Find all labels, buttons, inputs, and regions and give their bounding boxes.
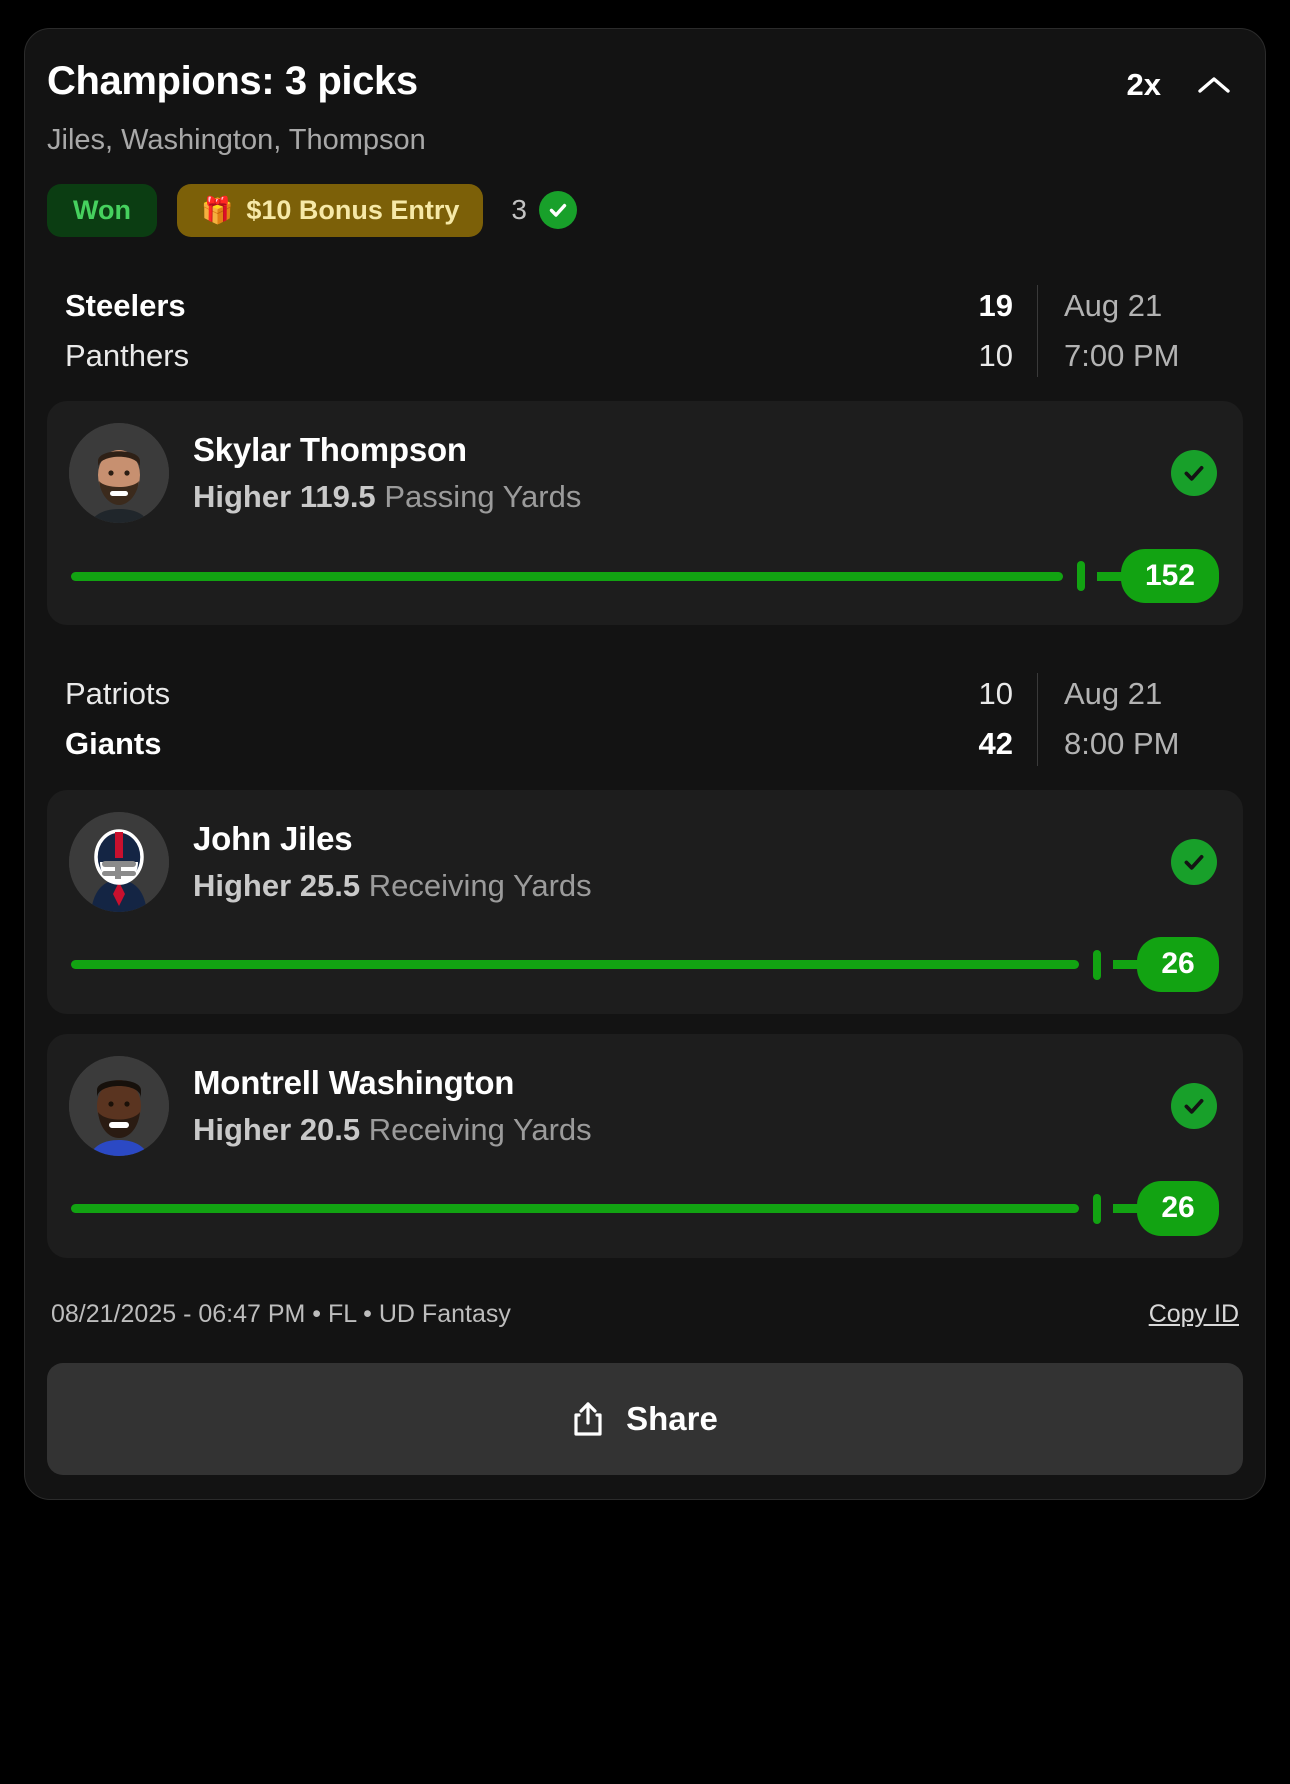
pick-header: Montrell Washington Higher 20.5 Receivin… [69, 1055, 1221, 1156]
page-title: Champions: 3 picks [47, 59, 418, 103]
divider [1037, 673, 1038, 766]
header-controls: 2x [1127, 59, 1243, 103]
team-name-home: Giants [65, 726, 162, 762]
pick-line-value: 25.5 [299, 867, 361, 903]
progress-bar [71, 960, 1079, 970]
team-name-home: Panthers [65, 338, 190, 374]
game-date: Aug 21 [1064, 287, 1163, 323]
entry-header: Champions: 3 picks 2x [47, 59, 1243, 103]
pick-header: John Jiles Higher 25.5 Receiving Yards [69, 811, 1221, 912]
avatar [69, 423, 169, 524]
progress-connector [1113, 960, 1139, 970]
game-teams: Steelers Panthers [65, 281, 967, 381]
copy-id-button[interactable]: Copy ID [1148, 1299, 1239, 1328]
score-away: 19 [978, 287, 1013, 323]
pick-stat-type: Receiving Yards [368, 1111, 592, 1147]
pick-line: Higher 20.5 Receiving Yards [193, 1111, 1147, 1150]
player-name: Skylar Thompson [193, 431, 467, 469]
pick-direction: Higher [193, 1111, 292, 1147]
correct-picks-counter: 3 [511, 191, 577, 230]
progress-bar [71, 1204, 1079, 1214]
entry-card: Champions: 3 picks 2x Jiles, Washington,… [24, 28, 1266, 1500]
team-name-away: Patriots [65, 676, 171, 712]
pick-direction: Higher [193, 479, 292, 515]
pick-info: John Jiles Higher 25.5 Receiving Yards [193, 818, 1147, 906]
bonus-entry-badge: 🎁 $10 Bonus Entry [176, 183, 484, 237]
pick-header: Skylar Thompson Higher 119.5 Passing Yar… [69, 423, 1221, 524]
score-home: 10 [978, 338, 1013, 374]
pick-card[interactable]: John Jiles Higher 25.5 Receiving Yards 2… [47, 789, 1243, 1014]
result-value: 152 [1120, 548, 1219, 604]
pick-progress: 26 [69, 937, 1221, 992]
pick-stat-type: Passing Yards [384, 479, 582, 515]
pick-info: Montrell Washington Higher 20.5 Receivin… [193, 1062, 1147, 1150]
player-name: John Jiles [193, 819, 353, 857]
picks-summary: Jiles, Washington, Thompson [47, 124, 426, 156]
share-icon [572, 1401, 604, 1437]
result-value: 26 [1137, 1181, 1219, 1236]
check-circle-icon [1171, 838, 1217, 885]
score-home: 42 [978, 726, 1013, 762]
pick-line-value: 119.5 [299, 479, 376, 515]
check-circle-icon [1171, 450, 1217, 497]
game-row: Patriots Giants 10 42 Aug 21 8:00 PM [47, 669, 1243, 769]
share-button[interactable]: Share [47, 1362, 1243, 1475]
divider [1037, 284, 1038, 378]
game-scores: 10 42 [967, 669, 1037, 769]
result-value: 26 [1137, 937, 1219, 992]
avatar [69, 1055, 169, 1156]
game-kickoff-time: 8:00 PM [1064, 726, 1180, 762]
progress-tick [1076, 561, 1085, 592]
game-teams: Patriots Giants [65, 669, 967, 769]
entry-meta: 08/21/2025 - 06:47 PM • FL • UD Fantasy [51, 1299, 511, 1328]
game-scores: 19 10 [967, 281, 1037, 381]
share-button-label: Share [626, 1399, 718, 1437]
check-circle-icon [539, 191, 577, 230]
game-time: Aug 21 7:00 PM [1038, 281, 1223, 381]
pick-line: Higher 119.5 Passing Yards [193, 478, 1147, 517]
pick-card[interactable]: Skylar Thompson Higher 119.5 Passing Yar… [47, 401, 1243, 626]
progress-tick [1093, 1193, 1101, 1224]
progress-connector [1096, 571, 1123, 581]
pick-direction: Higher [193, 867, 292, 903]
progress-tick [1093, 949, 1101, 980]
pick-line: Higher 25.5 Receiving Yards [193, 867, 1147, 906]
status-badge: Won [47, 183, 157, 237]
game-kickoff-time: 7:00 PM [1064, 338, 1180, 374]
pick-info: Skylar Thompson Higher 119.5 Passing Yar… [193, 429, 1147, 517]
game-time: Aug 21 8:00 PM [1038, 669, 1223, 769]
pick-line-value: 20.5 [299, 1111, 361, 1147]
pick-stat-type: Receiving Yards [368, 867, 592, 903]
team-name-away: Steelers [65, 287, 186, 323]
score-away: 10 [978, 676, 1013, 712]
gift-icon: 🎁 [200, 195, 234, 226]
check-circle-icon [1171, 1082, 1217, 1129]
badge-row: Won 🎁 $10 Bonus Entry 3 [47, 183, 1243, 237]
pick-progress: 152 [69, 548, 1221, 604]
game-row: Steelers Panthers 19 10 Aug 21 7:00 PM [47, 281, 1243, 381]
bonus-entry-label: $10 Bonus Entry [246, 194, 460, 225]
multiplier-label: 2x [1126, 67, 1161, 102]
chevron-up-icon[interactable] [1197, 75, 1231, 95]
avatar [69, 811, 169, 912]
player-name: Montrell Washington [193, 1063, 515, 1101]
pick-progress: 26 [69, 1181, 1221, 1236]
progress-bar [71, 571, 1063, 581]
entry-footer: 08/21/2025 - 06:47 PM • FL • UD Fantasy … [47, 1300, 1243, 1329]
pick-card[interactable]: Montrell Washington Higher 20.5 Receivin… [47, 1033, 1243, 1258]
correct-picks-count: 3 [511, 194, 527, 226]
game-date: Aug 21 [1064, 676, 1163, 712]
progress-connector [1113, 1204, 1139, 1214]
